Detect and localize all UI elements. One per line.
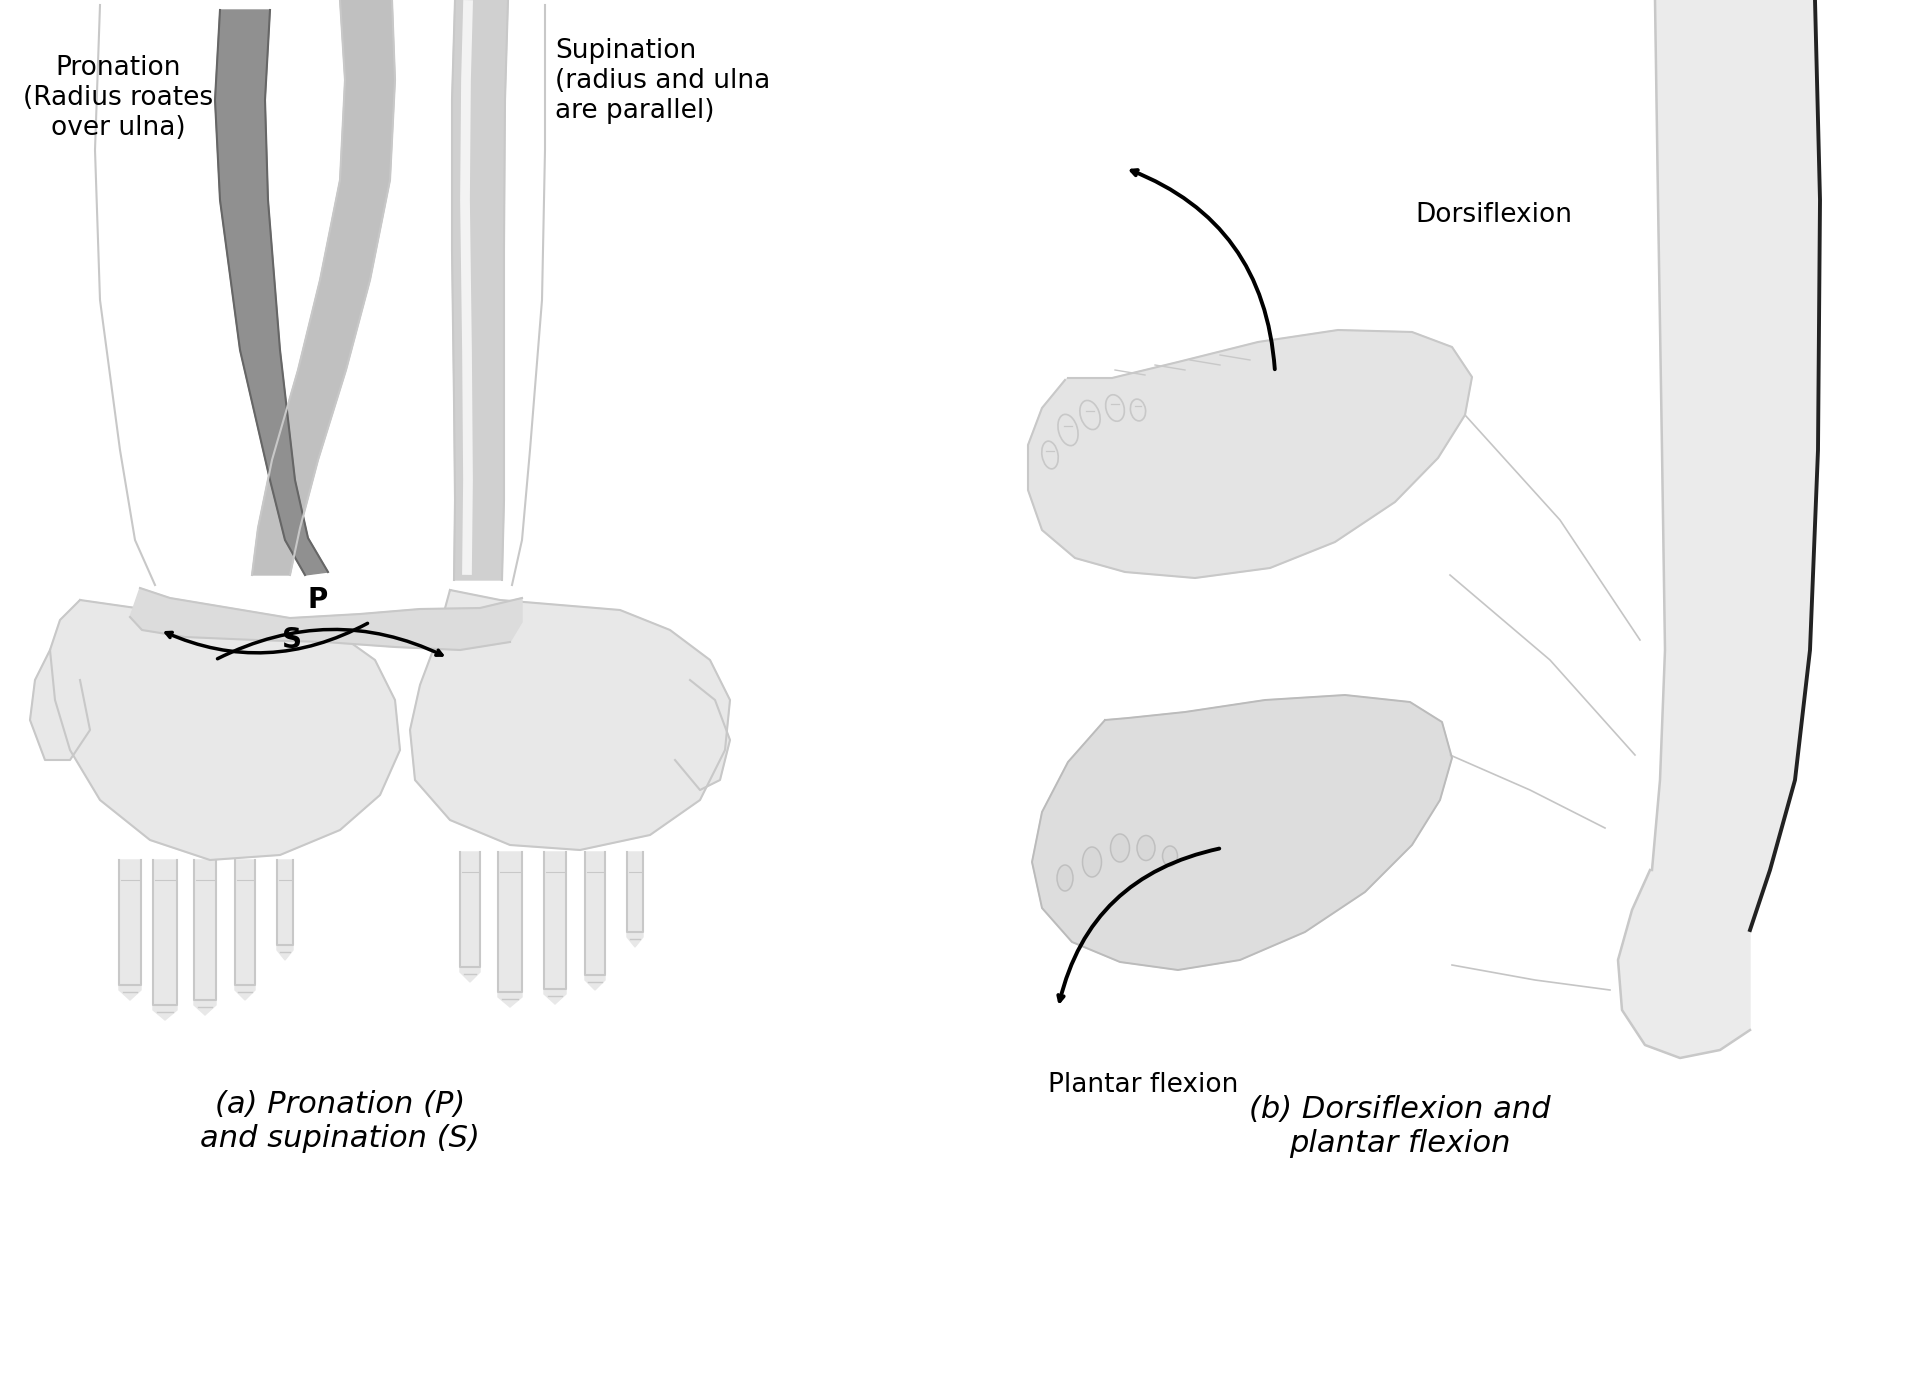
Text: P: P: [307, 586, 328, 614]
Polygon shape: [277, 860, 294, 960]
Polygon shape: [1652, 0, 1819, 930]
Text: (a) Pronation (P)
and supination (S): (a) Pronation (P) and supination (S): [200, 1090, 480, 1153]
Ellipse shape: [1041, 441, 1058, 469]
Polygon shape: [215, 10, 328, 575]
Ellipse shape: [1057, 865, 1074, 891]
Polygon shape: [252, 0, 396, 575]
Ellipse shape: [1058, 414, 1078, 446]
Text: S: S: [282, 625, 302, 653]
Polygon shape: [498, 852, 523, 1007]
Text: (b) Dorsiflexion and
plantar flexion: (b) Dorsiflexion and plantar flexion: [1249, 1095, 1550, 1157]
Polygon shape: [409, 590, 730, 851]
Ellipse shape: [1106, 395, 1124, 421]
Polygon shape: [586, 852, 605, 990]
Polygon shape: [459, 852, 480, 982]
Ellipse shape: [1080, 400, 1101, 429]
Polygon shape: [50, 600, 400, 860]
Ellipse shape: [1162, 846, 1178, 866]
Polygon shape: [131, 588, 523, 651]
Ellipse shape: [1110, 834, 1130, 862]
Polygon shape: [119, 860, 140, 1000]
Polygon shape: [674, 680, 730, 790]
Polygon shape: [626, 852, 644, 947]
Polygon shape: [1617, 870, 1750, 1058]
Text: Pronation
(Radius roates
over ulna): Pronation (Radius roates over ulna): [23, 55, 213, 141]
Polygon shape: [31, 651, 90, 760]
Ellipse shape: [1083, 846, 1101, 877]
Polygon shape: [1028, 330, 1471, 578]
Ellipse shape: [1130, 399, 1145, 421]
Polygon shape: [194, 860, 215, 1016]
Ellipse shape: [1137, 835, 1155, 860]
Text: Supination
(radius and ulna
are parallel): Supination (radius and ulna are parallel…: [555, 38, 770, 125]
Polygon shape: [451, 0, 507, 581]
Polygon shape: [154, 860, 177, 1020]
Text: Dorsiflexion: Dorsiflexion: [1416, 201, 1571, 228]
Polygon shape: [544, 852, 567, 1004]
Polygon shape: [1032, 695, 1452, 970]
Text: Plantar flexion: Plantar flexion: [1049, 1072, 1239, 1098]
Polygon shape: [234, 860, 255, 1000]
